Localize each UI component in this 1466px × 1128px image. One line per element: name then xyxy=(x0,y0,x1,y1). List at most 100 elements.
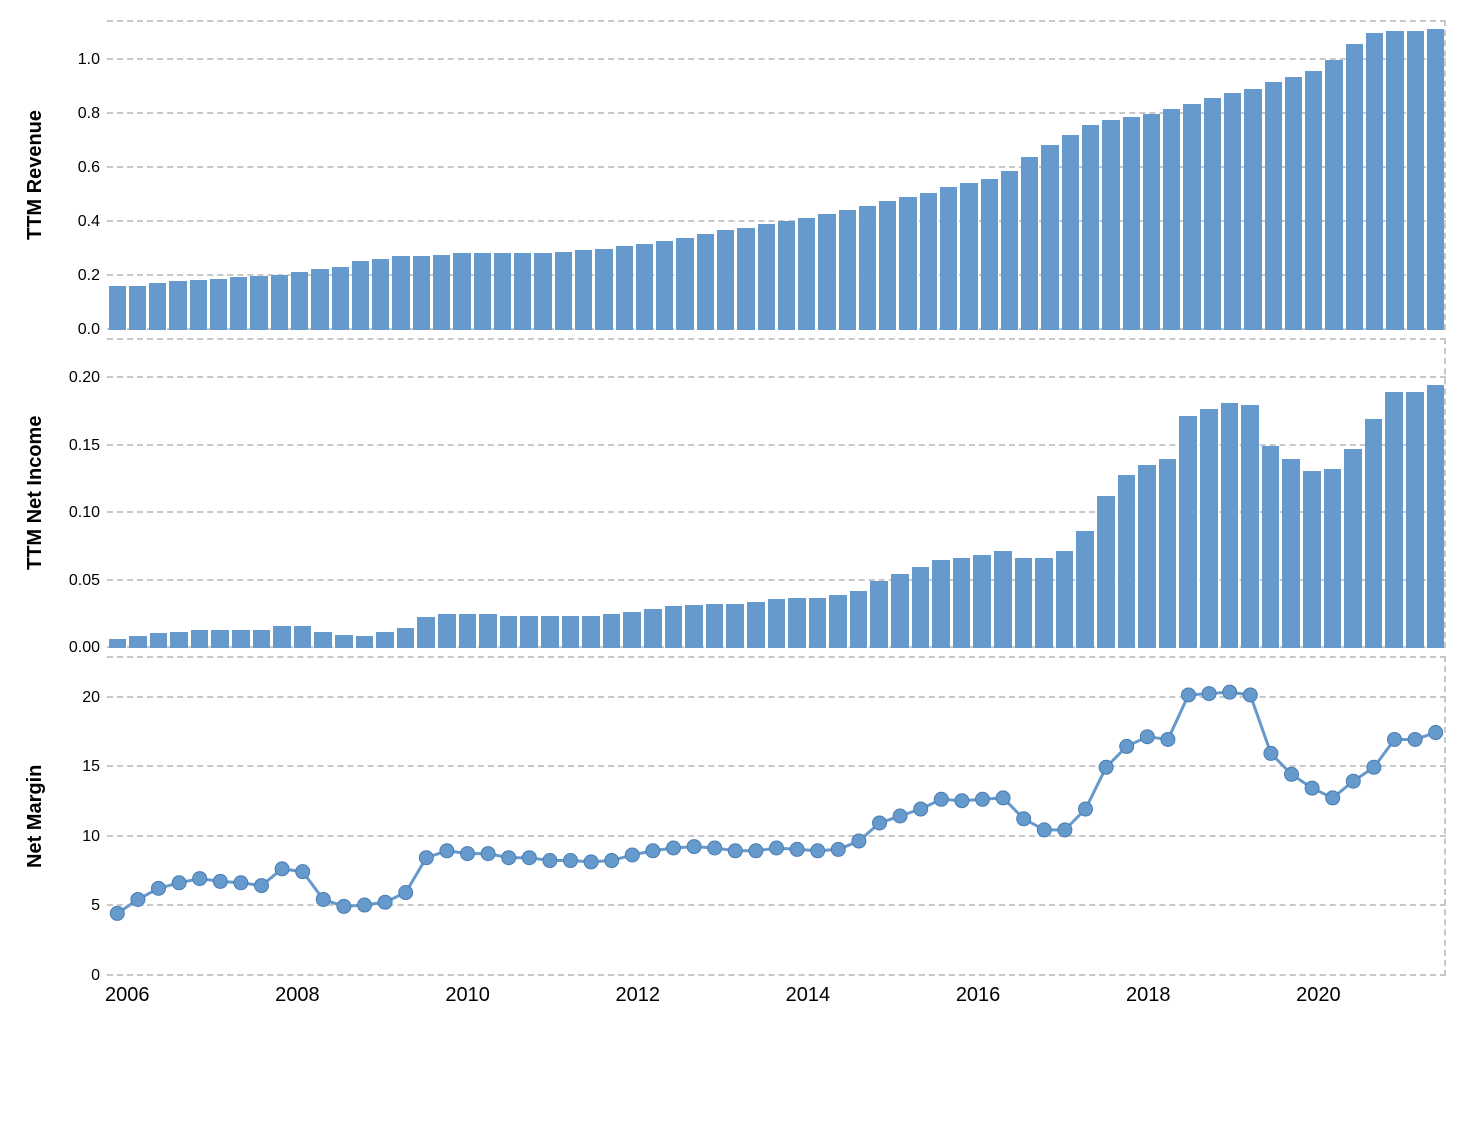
bar xyxy=(1224,93,1241,330)
bar xyxy=(392,256,409,330)
line-marker xyxy=(1161,732,1175,746)
bar xyxy=(397,628,415,648)
x-tick-label: 2010 xyxy=(445,984,490,1007)
bar xyxy=(149,283,166,330)
bar xyxy=(1285,77,1302,330)
line-marker xyxy=(213,874,227,888)
line-marker xyxy=(625,848,639,862)
bar xyxy=(798,218,815,330)
bar xyxy=(940,187,957,330)
bar xyxy=(644,609,662,648)
y-tick-label: 0.05 xyxy=(69,572,100,590)
y-axis-label: TTM Revenue xyxy=(20,20,56,330)
line-marker xyxy=(1326,791,1340,805)
line-marker xyxy=(584,855,598,869)
bar xyxy=(169,281,186,330)
bar xyxy=(1406,392,1424,648)
bar xyxy=(809,598,827,648)
bar xyxy=(981,179,998,330)
bar xyxy=(109,639,127,648)
bar xyxy=(417,617,435,648)
line-marker xyxy=(481,847,495,861)
bar xyxy=(818,214,835,330)
bar xyxy=(562,616,580,648)
line-marker xyxy=(1058,823,1072,837)
bar xyxy=(1200,409,1218,648)
y-axis-label: TTM Net Income xyxy=(20,338,56,648)
y-tick-label: 0 xyxy=(91,967,100,985)
line-marker xyxy=(770,841,784,855)
bar xyxy=(459,614,477,648)
line-marker xyxy=(1367,760,1381,774)
line-marker xyxy=(275,862,289,876)
bar xyxy=(1062,135,1079,330)
bar xyxy=(1035,558,1053,648)
bar xyxy=(494,253,511,330)
line-marker xyxy=(831,842,845,856)
bar xyxy=(1385,392,1403,648)
line-marker xyxy=(811,844,825,858)
bar xyxy=(778,221,795,330)
bar xyxy=(1427,385,1445,648)
bar xyxy=(376,632,394,648)
bar xyxy=(1204,98,1221,330)
bar xyxy=(1183,104,1200,330)
bar xyxy=(250,276,267,330)
line-marker xyxy=(976,792,990,806)
bar xyxy=(1303,471,1321,648)
bar xyxy=(623,612,641,648)
bar xyxy=(665,606,683,648)
bar xyxy=(332,267,349,330)
bar xyxy=(129,636,147,648)
chart-panel: TTM Net Income0.000.050.100.150.20 xyxy=(20,338,1446,648)
bar xyxy=(1325,60,1342,330)
bar xyxy=(335,635,353,648)
y-tick-label: 0.15 xyxy=(69,437,100,455)
bar xyxy=(438,614,456,648)
y-tick-label: 0.8 xyxy=(78,105,100,123)
bar xyxy=(932,560,950,648)
bar xyxy=(1344,449,1362,648)
plot-area xyxy=(106,20,1446,330)
x-tick-label: 2020 xyxy=(1296,984,1341,1007)
bar xyxy=(294,626,312,648)
bar xyxy=(717,230,734,330)
bar xyxy=(839,210,856,330)
bar xyxy=(1097,496,1115,648)
bar xyxy=(232,630,250,648)
line-marker xyxy=(522,851,536,865)
bar xyxy=(1366,33,1383,330)
bar xyxy=(1265,82,1282,330)
bar xyxy=(433,255,450,330)
bar xyxy=(1386,31,1403,330)
line-marker xyxy=(1223,685,1237,699)
bar xyxy=(500,616,518,648)
bar xyxy=(616,246,633,330)
bar xyxy=(356,636,374,648)
y-tick-label: 20 xyxy=(82,689,100,707)
bar xyxy=(555,252,572,330)
line-marker xyxy=(131,892,145,906)
bar xyxy=(1346,44,1363,330)
bar xyxy=(170,632,188,648)
chart-panel: TTM Revenue0.00.20.40.60.81.0 xyxy=(20,20,1446,330)
bar xyxy=(676,238,693,330)
bar xyxy=(870,581,888,648)
y-tick-label: 5 xyxy=(91,897,100,915)
y-tick-label: 0.10 xyxy=(69,504,100,522)
bar xyxy=(1365,419,1383,648)
bar xyxy=(973,555,991,648)
bar xyxy=(685,605,703,648)
bar xyxy=(829,595,847,648)
bar xyxy=(210,279,227,330)
y-axis-label: Net Margin xyxy=(20,656,56,976)
line-marker xyxy=(1037,823,1051,837)
line-marker xyxy=(193,872,207,886)
bar xyxy=(788,598,806,648)
bar xyxy=(768,599,786,648)
line-marker xyxy=(605,854,619,868)
bar xyxy=(859,206,876,330)
bar xyxy=(291,272,308,330)
bar xyxy=(314,632,332,648)
marker-layer xyxy=(107,656,1446,976)
